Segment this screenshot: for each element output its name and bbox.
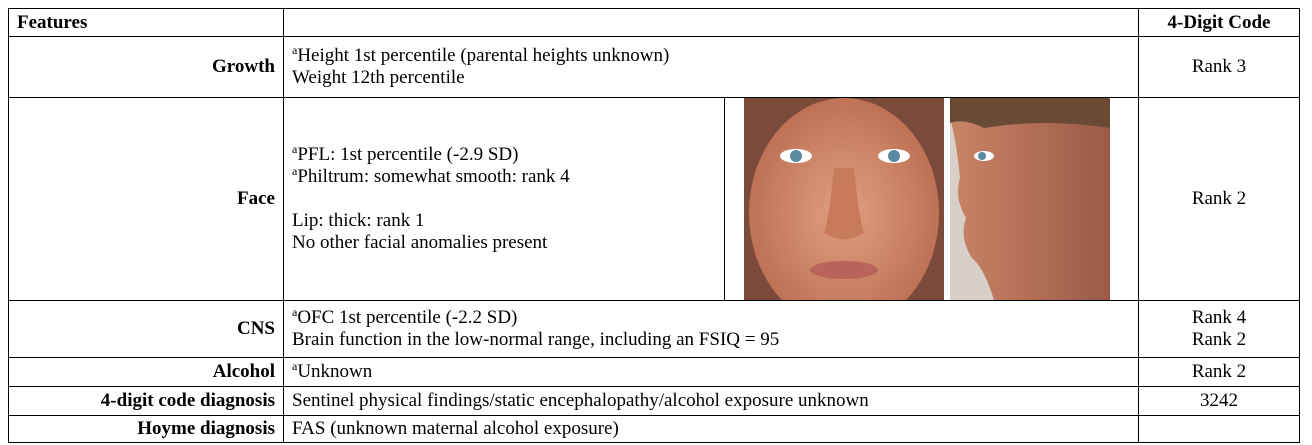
line: aHeight 1st percentile (parental heights… xyxy=(292,45,1130,67)
row: 4-digit code diagnosis Sentinel physical… xyxy=(9,387,1300,416)
details: aPFL: 1st percentile (-2.9 SD) aPhiltrum… xyxy=(284,98,1139,301)
details: aOFC 1st percentile (-2.2 SD) Brain func… xyxy=(284,301,1139,358)
details: FAS (unknown maternal alcohol exposure) xyxy=(284,416,1139,443)
iris xyxy=(790,150,802,162)
feature: CNS xyxy=(9,301,284,358)
text: Height 1st percentile (parental heights … xyxy=(297,45,669,66)
row: Growth aHeight 1st percentile (parental … xyxy=(9,37,1300,98)
face-text: aPFL: 1st percentile (-2.9 SD) aPhiltrum… xyxy=(284,98,725,300)
feature: 4-digit code diagnosis xyxy=(9,387,284,416)
text: Philtrum: somewhat smooth: rank 4 xyxy=(297,166,569,187)
line: No other facial anomalies present xyxy=(292,232,716,254)
photo-area xyxy=(725,98,1138,300)
code: Rank 4 Rank 2 xyxy=(1139,301,1300,358)
row: Alcohol aUnknown Rank 2 xyxy=(9,358,1300,387)
feature: Face xyxy=(9,98,284,301)
details: Sentinel physical findings/static enceph… xyxy=(284,387,1139,416)
line: aOFC 1st percentile (-2.2 SD) xyxy=(292,307,1130,329)
line: aPFL: 1st percentile (-2.9 SD) xyxy=(292,144,716,166)
feature: Alcohol xyxy=(9,358,284,387)
line: Brain function in the low-normal range, … xyxy=(292,329,1130,351)
row: CNS aOFC 1st percentile (-2.2 SD) Brain … xyxy=(9,301,1300,358)
code xyxy=(1139,416,1300,443)
code: Rank 3 xyxy=(1139,37,1300,98)
row: Face aPFL: 1st percentile (-2.9 SD) aPhi… xyxy=(9,98,1300,301)
details: aUnknown xyxy=(284,358,1139,387)
iris xyxy=(888,150,900,162)
code-line: Rank 2 xyxy=(1147,329,1291,351)
line: aPhiltrum: somewhat smooth: rank 4 xyxy=(292,166,716,188)
header-cell: 4-Digit Code xyxy=(1139,9,1300,37)
header-row: Features 4-Digit Code xyxy=(9,9,1300,37)
line: Weight 12th percentile xyxy=(292,67,1130,89)
face-wrap: aPFL: 1st percentile (-2.9 SD) aPhiltrum… xyxy=(284,98,1138,300)
details: aHeight 1st percentile (parental heights… xyxy=(284,37,1139,98)
text: Unknown xyxy=(297,361,372,382)
iris xyxy=(978,152,986,160)
line: Lip: thick: rank 1 xyxy=(292,210,716,232)
code: 3242 xyxy=(1139,387,1300,416)
text: OFC 1st percentile (-2.2 SD) xyxy=(297,307,517,328)
feature: Growth xyxy=(9,37,284,98)
code: Rank 2 xyxy=(1139,358,1300,387)
page: Features 4-Digit Code Growth aHeight 1st… xyxy=(0,0,1312,445)
header-cell xyxy=(284,9,1139,37)
row: Hoyme diagnosis FAS (unknown maternal al… xyxy=(9,416,1300,443)
gap xyxy=(292,188,716,210)
header-cell: Features xyxy=(9,9,284,37)
text: PFL: 1st percentile (-2.9 SD) xyxy=(297,144,518,165)
code-line: Rank 4 xyxy=(1147,307,1291,329)
lips xyxy=(810,261,878,279)
face-photos xyxy=(744,98,1110,300)
code: Rank 2 xyxy=(1139,98,1300,301)
feature: Hoyme diagnosis xyxy=(9,416,284,443)
features-table: Features 4-Digit Code Growth aHeight 1st… xyxy=(8,8,1300,443)
